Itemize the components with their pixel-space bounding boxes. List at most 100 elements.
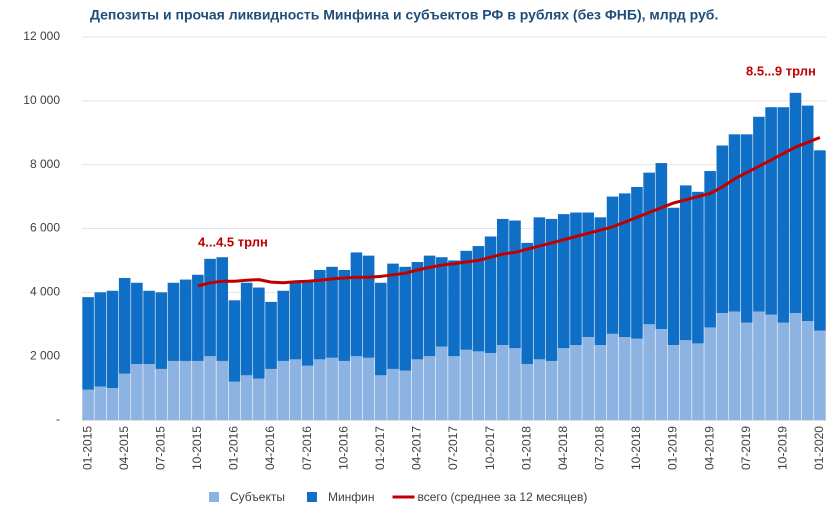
bar xyxy=(777,322,790,420)
x-tick-label: 04-2019 xyxy=(702,426,716,470)
bar xyxy=(753,311,765,420)
bar xyxy=(655,329,668,420)
annotation: 4...4.5 трлн xyxy=(198,234,268,249)
x-tick-label: 04-2015 xyxy=(117,426,131,470)
bar xyxy=(131,282,143,365)
bar xyxy=(460,349,472,420)
y-tick-label: 10 000 xyxy=(23,93,60,107)
bar xyxy=(606,333,619,420)
x-tick-label: 07-2017 xyxy=(446,426,460,470)
bar xyxy=(314,359,326,420)
bar xyxy=(753,116,765,312)
bar xyxy=(338,269,351,361)
bar xyxy=(789,92,802,314)
bar xyxy=(667,207,680,345)
bar xyxy=(118,373,131,420)
bar xyxy=(375,375,387,420)
bar xyxy=(509,348,521,420)
bar xyxy=(765,314,777,420)
y-tick-label: 12 000 xyxy=(23,29,60,43)
bar xyxy=(277,290,290,361)
bar xyxy=(570,212,582,345)
bar xyxy=(496,218,509,345)
bar xyxy=(643,324,655,420)
bar xyxy=(179,279,192,361)
bar xyxy=(740,134,753,323)
bar xyxy=(167,282,180,361)
bar xyxy=(314,269,326,360)
bar xyxy=(362,357,375,420)
bar xyxy=(570,344,582,420)
x-tick-label: 01-2018 xyxy=(519,426,533,470)
bar xyxy=(179,360,192,420)
bar xyxy=(606,196,619,334)
bar xyxy=(326,266,338,358)
bar xyxy=(509,220,521,349)
x-tick-label: 07-2015 xyxy=(153,426,167,470)
x-tick-label: 07-2016 xyxy=(300,426,314,470)
x-tick-label: 01-2015 xyxy=(80,426,94,470)
bar xyxy=(204,258,216,357)
bar xyxy=(301,281,314,366)
bar xyxy=(631,187,643,339)
x-tick-label: 01-2020 xyxy=(812,426,826,470)
y-tick-label: 4 000 xyxy=(30,285,60,299)
bar xyxy=(777,107,790,323)
bar xyxy=(94,386,107,420)
legend-swatch xyxy=(209,492,219,502)
bar xyxy=(143,364,155,420)
bar xyxy=(216,360,229,420)
bar xyxy=(423,255,436,357)
bar xyxy=(289,359,302,420)
bar xyxy=(240,282,253,376)
bar xyxy=(301,365,314,420)
bar xyxy=(545,360,558,420)
x-tick-label: 10-2015 xyxy=(190,426,204,470)
bar xyxy=(167,360,180,420)
bar xyxy=(740,322,753,420)
bar xyxy=(289,282,302,360)
bar xyxy=(375,282,387,376)
x-tick-label: 07-2018 xyxy=(593,426,607,470)
bar xyxy=(814,150,826,331)
bar xyxy=(338,360,351,420)
legend-label: Субъекты xyxy=(230,490,285,504)
bar xyxy=(704,327,716,420)
bar xyxy=(521,364,533,420)
bar xyxy=(728,134,741,312)
bar xyxy=(631,338,643,420)
bar xyxy=(594,344,607,420)
y-tick-label: - xyxy=(56,412,60,426)
bar xyxy=(716,313,729,420)
bar xyxy=(643,172,655,325)
bar xyxy=(228,381,241,420)
bar xyxy=(472,351,485,420)
bar xyxy=(106,388,119,420)
bar xyxy=(655,163,668,330)
legend-label: Минфин xyxy=(328,490,375,504)
bar xyxy=(679,340,692,420)
bar xyxy=(204,356,216,420)
bar xyxy=(557,348,570,420)
bar xyxy=(131,364,143,420)
bar xyxy=(533,359,546,420)
bar xyxy=(277,360,290,420)
bar xyxy=(448,356,460,420)
bar xyxy=(94,292,107,387)
bar xyxy=(814,330,826,420)
bar xyxy=(399,266,412,371)
x-tick-label: 01-2019 xyxy=(666,426,680,470)
bar xyxy=(253,378,265,420)
x-tick-label: 10-2018 xyxy=(629,426,643,470)
bar xyxy=(350,252,363,357)
y-tick-label: 2 000 xyxy=(30,348,60,362)
x-tick-label: 04-2017 xyxy=(410,426,424,470)
bar xyxy=(692,191,704,344)
x-tick-label: 04-2016 xyxy=(263,426,277,470)
bar xyxy=(362,255,375,358)
bar xyxy=(582,212,594,338)
bar xyxy=(728,311,741,420)
bar xyxy=(253,287,265,379)
bar xyxy=(82,389,94,420)
legend-label: всего (среднее за 12 месяцев) xyxy=(418,490,588,504)
